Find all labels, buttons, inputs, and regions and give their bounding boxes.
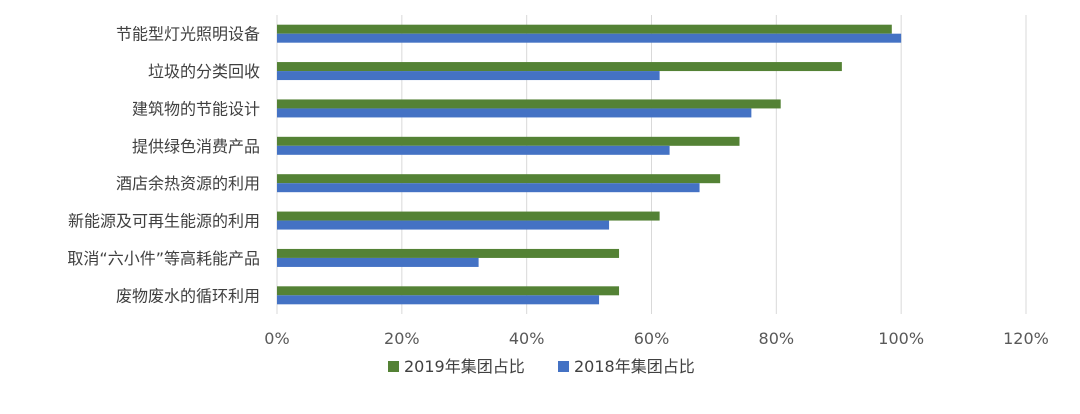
category-label: 垃圾的分类回收 bbox=[148, 62, 260, 81]
bar-series-2019 bbox=[277, 136, 740, 146]
x-tick-label: 60% bbox=[634, 329, 670, 348]
x-tick-label: 40% bbox=[509, 329, 545, 348]
legend-swatch bbox=[388, 361, 399, 372]
x-tick-label: 20% bbox=[384, 329, 420, 348]
x-tick-label: 0% bbox=[264, 329, 289, 348]
bar-series-2019 bbox=[277, 174, 721, 184]
x-tick-label: 80% bbox=[759, 329, 795, 348]
category-label: 建筑物的节能设计 bbox=[132, 99, 260, 118]
bar-series-2019 bbox=[277, 286, 620, 296]
legend-label: 2018年集团占比 bbox=[574, 357, 695, 376]
x-tick-label: 120% bbox=[1003, 329, 1049, 348]
bar-series-2019 bbox=[277, 62, 842, 72]
gridlines bbox=[276, 15, 1027, 314]
legend-swatch bbox=[558, 361, 569, 372]
bar-series-2018 bbox=[277, 33, 902, 43]
bar-series-2018 bbox=[277, 183, 700, 193]
bar-series-2018 bbox=[277, 257, 479, 267]
bar-series-2018 bbox=[277, 295, 600, 305]
bar-series-2018 bbox=[277, 220, 610, 230]
category-label: 废物废水的循环利用 bbox=[116, 286, 260, 305]
bar-series-2019 bbox=[277, 248, 620, 258]
category-labels: 节能型灯光照明设备垃圾的分类回收建筑物的节能设计提供绿色消费产品酒店余热资源的利… bbox=[67, 25, 260, 306]
x-tick-label: 100% bbox=[878, 329, 924, 348]
x-tick-labels: 0% 20% 40% 60% 80% 100% 120% bbox=[264, 329, 1049, 348]
bar-series-2018 bbox=[277, 108, 752, 118]
legend-label: 2019年集团占比 bbox=[404, 357, 525, 376]
category-label: 提供绿色消费产品 bbox=[132, 137, 260, 156]
legend: 2019年集团占比 2018年集团占比 bbox=[388, 357, 695, 376]
bar-series-2019 bbox=[277, 99, 781, 109]
bar-series-2018 bbox=[277, 145, 670, 155]
bar-series-2019 bbox=[277, 211, 660, 221]
bars bbox=[277, 24, 902, 305]
bar-series-2018 bbox=[277, 71, 660, 81]
category-label: 新能源及可再生能源的利用 bbox=[68, 212, 260, 231]
bar-series-2019 bbox=[277, 24, 892, 34]
category-label: 取消“六小件”等高耗能产品 bbox=[67, 249, 260, 268]
category-label: 酒店余热资源的利用 bbox=[116, 174, 260, 193]
category-label: 节能型灯光照明设备 bbox=[116, 25, 260, 44]
